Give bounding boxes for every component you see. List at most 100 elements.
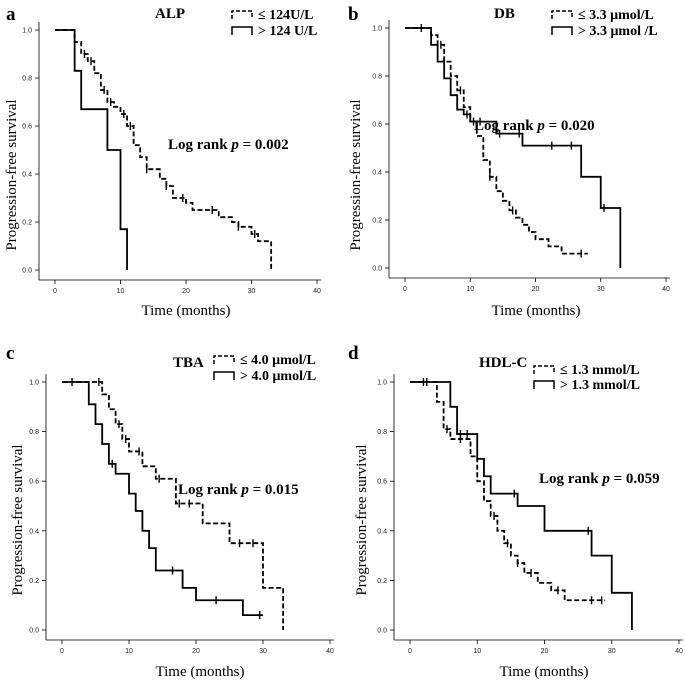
log-rank-value: = 0.059 [610, 471, 660, 487]
x-tick-label: 0 [403, 286, 407, 293]
legend-label: > 3.3 μmol /L [578, 24, 658, 39]
x-tick-label: 40 [662, 286, 670, 293]
legend-swatch [533, 365, 555, 374]
km-curve-high [55, 29, 128, 270]
panel-d: 0.0 0.2 0.4 0.6 0.8 1.0 0 10 20 30 40 d HDL-C ≤ 1.3 m… [348, 343, 683, 680]
x-tick-label: 20 [532, 286, 540, 293]
x-tick-label: 10 [466, 286, 474, 293]
y-tick-label: 0.0 [377, 628, 387, 635]
km-curve-high [410, 381, 633, 630]
y-tick-label: 0.2 [377, 578, 387, 585]
y-tick-label: 0.0 [372, 266, 382, 273]
y-tick-label: 0.6 [372, 122, 382, 129]
panel-a: 0.0 0.2 0.4 0.6 0.8 1.0 0 10 20 30 40 a ALP ≤ 124U/L>… [4, 4, 321, 319]
log-rank-annotation: Log rank p = 0.059 [539, 471, 660, 487]
panel-letter: d [348, 343, 359, 364]
x-tick-label: 0 [60, 648, 64, 655]
legend-swatch [533, 380, 555, 389]
x-tick-label: 10 [117, 288, 125, 295]
legend-swatch [231, 26, 253, 35]
y-tick-label: 0.8 [372, 74, 382, 81]
km-curve-high [405, 27, 622, 268]
x-tick-label: 0 [53, 288, 57, 295]
log-rank-value: = 0.002 [239, 137, 289, 153]
x-tick-label: 40 [675, 648, 683, 655]
y-tick-label: 0.2 [29, 578, 39, 585]
legend-label: > 124 U/L [258, 24, 317, 39]
log-rank-p: p [535, 118, 545, 134]
legend-label: > 1.3 mmol/L [560, 378, 640, 393]
x-axis-label: Time (months) [141, 303, 230, 319]
chart-title: ALP [155, 6, 185, 22]
x-tick-label: 30 [259, 648, 267, 655]
x-tick-label: 0 [408, 648, 412, 655]
legend-label: ≤ 4.0 μmol/L [240, 353, 316, 368]
x-tick-label: 30 [608, 648, 616, 655]
y-tick-label: 0.8 [22, 76, 32, 83]
km-curve-high [62, 381, 263, 617]
log-rank-prefix: Log rank [474, 118, 537, 134]
log-rank-p: p [600, 471, 610, 487]
x-tick-label: 30 [248, 288, 256, 295]
legend: ≤ 1.3 mmol/L> 1.3 mmol/L [533, 363, 640, 393]
log-rank-annotation: Log rank p = 0.015 [178, 482, 299, 498]
y-axis-label: Progression-free survival [4, 99, 20, 250]
legend-label: > 4.0 μmol/L [240, 369, 316, 384]
chart-title: DB [494, 6, 515, 22]
y-tick-label: 0.8 [29, 429, 39, 436]
log-rank-value: = 0.015 [249, 482, 299, 498]
legend: ≤ 124U/L> 124 U/L [231, 8, 317, 39]
log-rank-p: p [239, 482, 249, 498]
x-tick-label: 10 [473, 648, 481, 655]
y-tick-label: 0.4 [377, 528, 387, 535]
y-tick-label: 0.4 [29, 528, 39, 535]
y-tick-label: 0.2 [22, 220, 32, 227]
legend-swatch [551, 10, 573, 19]
panel-letter: a [6, 4, 16, 25]
x-tick-label: 20 [541, 648, 549, 655]
x-tick-label: 20 [192, 648, 200, 655]
x-axis-label: Time (months) [499, 664, 588, 680]
y-tick-label: 1.0 [372, 26, 382, 33]
chart-title: TBA [173, 355, 204, 371]
log-rank-prefix: Log rank [539, 471, 602, 487]
x-tick-label: 40 [313, 288, 321, 295]
legend-swatch [551, 26, 573, 35]
legend-swatch [213, 371, 235, 380]
panel-letter: b [348, 4, 359, 25]
legend-swatch [213, 355, 235, 364]
y-axis-label: Progression-free survival [10, 444, 26, 595]
y-tick-label: 1.0 [29, 380, 39, 387]
x-axis-label: Time (months) [155, 664, 244, 680]
chart-title: HDL-C [479, 355, 527, 371]
panel-letter: c [6, 343, 14, 364]
y-tick-label: 0.0 [29, 628, 39, 635]
legend-label: ≤ 1.3 mmol/L [560, 363, 640, 378]
log-rank-prefix: Log rank [178, 482, 241, 498]
y-tick-label: 0.2 [372, 218, 382, 225]
y-axis-label: Progression-free survival [354, 444, 370, 595]
panel-b: 0.0 0.2 0.4 0.6 0.8 1.0 0 10 20 30 40 b DB ≤ 3.3 μmol… [348, 4, 670, 319]
x-axis-label: Time (months) [491, 303, 580, 319]
x-tick-label: 40 [326, 648, 334, 655]
legend-swatch [231, 10, 253, 19]
y-tick-label: 0.6 [22, 124, 32, 131]
y-tick-label: 0.6 [377, 479, 387, 486]
y-tick-label: 0.8 [377, 429, 387, 436]
y-axis-label: Progression-free survival [348, 99, 364, 250]
x-tick-label: 20 [182, 288, 190, 295]
log-rank-p: p [229, 137, 239, 153]
legend: ≤ 4.0 μmol/L> 4.0 μmol/L [213, 353, 316, 384]
log-rank-value: = 0.020 [545, 118, 595, 134]
log-rank-annotation: Log rank p = 0.002 [168, 137, 289, 153]
panel-c: 0.0 0.2 0.4 0.6 0.8 1.0 0 10 20 30 40 c TBA ≤ 4.0 μmo… [6, 343, 334, 680]
log-rank-prefix: Log rank [168, 137, 231, 153]
log-rank-annotation: Log rank p = 0.020 [474, 118, 595, 134]
y-tick-label: 0.4 [22, 172, 32, 179]
y-tick-label: 1.0 [22, 28, 32, 35]
km-curve-low [405, 27, 588, 255]
x-tick-label: 10 [125, 648, 133, 655]
legend: ≤ 3.3 μmol/L> 3.3 μmol /L [551, 8, 658, 39]
legend-label: ≤ 124U/L [258, 8, 314, 23]
